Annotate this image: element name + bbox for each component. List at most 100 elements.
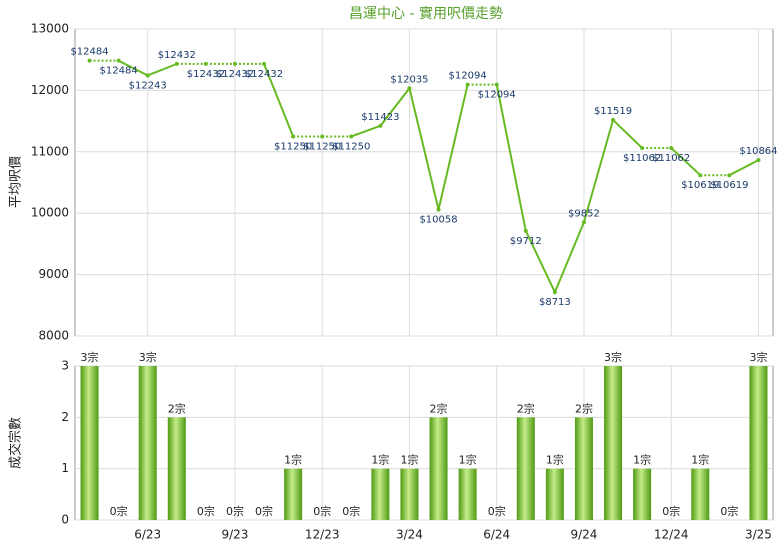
point xyxy=(581,220,586,225)
line-segment xyxy=(408,88,440,210)
data-label: $11519 xyxy=(594,106,632,117)
y-tick-label: 2 xyxy=(61,410,69,424)
bar xyxy=(516,417,535,520)
line-segment xyxy=(670,147,701,176)
point xyxy=(756,158,761,163)
data-label: $11062 xyxy=(623,153,661,164)
line-segment xyxy=(118,59,149,77)
x-tick-label: 9/23 xyxy=(221,528,248,542)
bar xyxy=(691,468,710,520)
data-label: 1宗 xyxy=(284,453,302,467)
point xyxy=(203,61,208,66)
data-label: $10619 xyxy=(710,180,748,191)
line-segment xyxy=(495,84,527,232)
y-tick-label: 10000 xyxy=(31,206,69,220)
bar xyxy=(371,468,390,520)
data-label: 1宗 xyxy=(633,453,651,467)
data-label: $10619 xyxy=(681,180,719,191)
y-axis-label: 平均呎價 xyxy=(9,156,24,208)
point xyxy=(320,134,325,139)
point xyxy=(378,123,383,128)
line-segment xyxy=(524,230,556,293)
y-tick-label: 8000 xyxy=(38,329,69,343)
point xyxy=(611,117,616,122)
data-label: $8713 xyxy=(539,297,571,308)
data-label: 2宗 xyxy=(575,401,593,415)
point xyxy=(407,86,412,91)
data-label: $12432 xyxy=(216,69,254,80)
data-label: $12484 xyxy=(70,47,108,58)
bar xyxy=(633,468,652,520)
y-axis-label: 成交宗數 xyxy=(8,417,24,469)
point xyxy=(727,173,732,178)
point xyxy=(494,82,499,87)
point xyxy=(116,58,121,63)
line-segment xyxy=(582,119,615,223)
y-tick-label: 11000 xyxy=(31,144,69,158)
data-label: 1宗 xyxy=(691,453,709,467)
line-segment xyxy=(379,87,411,127)
data-label: 1宗 xyxy=(459,453,477,467)
point xyxy=(291,134,296,139)
point xyxy=(640,145,645,150)
data-label: $12035 xyxy=(390,74,428,85)
data-label: 3宗 xyxy=(749,350,767,364)
point xyxy=(465,82,470,87)
bar xyxy=(400,468,419,520)
data-label: 3宗 xyxy=(81,350,99,364)
line-segment xyxy=(147,62,178,77)
bar xyxy=(545,468,564,520)
point xyxy=(523,228,528,233)
data-label: $11250 xyxy=(303,141,341,152)
data-label: $9852 xyxy=(568,208,600,219)
y-tick-label: 9000 xyxy=(38,267,69,281)
data-label: $10058 xyxy=(419,215,457,226)
y-tick-label: 1 xyxy=(61,461,69,475)
x-tick-label: 3/25 xyxy=(745,528,772,542)
data-label: $11423 xyxy=(361,112,399,123)
x-tick-label: 12/24 xyxy=(654,528,689,542)
x-tick-label: 9/24 xyxy=(570,528,597,542)
line-segment xyxy=(437,84,469,210)
point xyxy=(262,61,267,66)
chart-title: 昌運中心 - 實用呎價走勢 xyxy=(349,5,503,22)
data-label: 0宗 xyxy=(226,504,244,518)
point xyxy=(232,61,237,66)
data-label: $11250 xyxy=(332,141,370,152)
data-label: $12432 xyxy=(158,50,196,61)
data-label: 0宗 xyxy=(488,504,506,518)
data-label: 1宗 xyxy=(371,453,389,467)
point xyxy=(145,73,150,78)
y-tick-label: 12000 xyxy=(31,83,69,97)
bar xyxy=(604,366,623,520)
data-label: 2宗 xyxy=(517,401,535,415)
data-label: $11062 xyxy=(652,153,690,164)
data-label: $9712 xyxy=(510,236,542,247)
line-segment xyxy=(612,119,643,149)
data-label: 2宗 xyxy=(430,401,448,415)
x-tick-label: 6/23 xyxy=(134,528,161,542)
data-label: $12432 xyxy=(187,69,225,80)
bar xyxy=(138,366,157,520)
bar xyxy=(167,417,186,520)
bar xyxy=(458,468,477,520)
data-label: $12432 xyxy=(245,69,283,80)
data-label: $12094 xyxy=(449,71,487,82)
line-segment xyxy=(263,63,295,137)
x-tick-label: 12/23 xyxy=(305,528,340,542)
data-label: $12094 xyxy=(478,90,516,101)
bar xyxy=(749,366,768,520)
y-tick-label: 3 xyxy=(61,359,69,373)
data-label: 1宗 xyxy=(546,453,564,467)
data-label: 0宗 xyxy=(197,504,215,518)
data-label: 1宗 xyxy=(400,453,418,467)
point xyxy=(436,207,441,212)
data-label: 0宗 xyxy=(110,504,128,518)
data-label: 0宗 xyxy=(720,504,738,518)
data-label: $10864 xyxy=(739,146,777,157)
y-tick-label: 13000 xyxy=(31,22,69,36)
data-label: $11250 xyxy=(274,141,312,152)
data-label: 0宗 xyxy=(342,504,360,518)
line-segment xyxy=(553,221,585,293)
